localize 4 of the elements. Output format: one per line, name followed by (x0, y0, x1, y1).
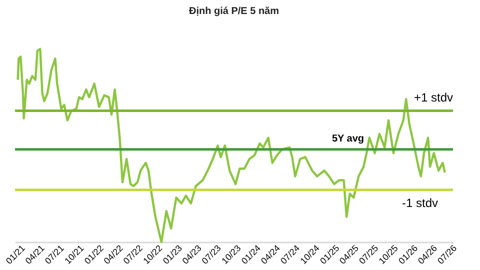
ref-line-label: +1 stdv (414, 90, 454, 105)
chart-title: Định giá P/E 5 năm (188, 6, 280, 17)
ref-line-label: 5Y avg (332, 133, 364, 144)
ref-line-label: -1 stdv (402, 196, 438, 210)
